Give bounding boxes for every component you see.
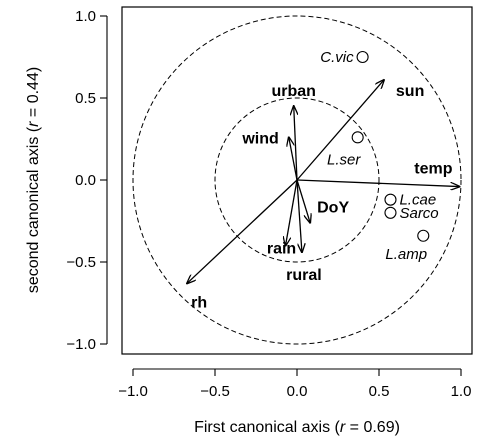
vector-arrow-rh — [187, 179, 298, 283]
species-point-l-cae — [384, 193, 397, 206]
x-tick-label: 1.0 — [451, 383, 472, 400]
x-tick-label: 0.0 — [287, 383, 308, 400]
species-point-l-amp — [417, 229, 430, 242]
y-tick-label: −1.0 — [66, 336, 96, 353]
y-axis-title-var: r — [25, 121, 42, 127]
species-point-l-ser — [351, 131, 364, 144]
vector-label-rain: rain — [267, 241, 296, 258]
vector-label-rural: rural — [286, 267, 322, 284]
x-tick-label: −0.5 — [200, 383, 230, 400]
species-label-c-vic: C.vic — [320, 49, 354, 66]
vector-arrow-rain — [286, 179, 298, 246]
vector-label-temp: temp — [414, 161, 452, 178]
vector-arrow-rural — [296, 179, 302, 252]
species-label-l-amp: L.amp — [385, 246, 427, 263]
y-tick-label: −0.5 — [66, 254, 96, 271]
x-tick-label: −1.0 — [118, 383, 148, 400]
vector-label-rh: rh — [191, 294, 207, 311]
y-tick-label: 0.5 — [75, 90, 96, 107]
x-tick-label: 0.5 — [369, 383, 390, 400]
vector-label-wind: wind — [241, 130, 278, 147]
vector-label-urban: urban — [271, 83, 315, 100]
y-axis-title: second canonical axis (r = 0.44) — [25, 67, 42, 293]
vector-arrow-temp — [296, 179, 459, 187]
y-tick-label: 0.0 — [75, 172, 96, 189]
vector-arrow-doy — [296, 179, 310, 223]
species-label-l-ser: L.ser — [327, 151, 361, 168]
vector-label-doy: DoY — [317, 200, 349, 217]
plot-frame — [121, 6, 473, 355]
vector-arrow-wind — [289, 137, 298, 181]
species-label-sarco: Sarco — [399, 205, 438, 222]
vector-arrow-sun — [296, 80, 384, 181]
species-label-l-cae: L.cae — [399, 192, 436, 209]
species-point-c-vic — [356, 50, 369, 64]
vector-arrow-urban — [294, 106, 297, 181]
vector-label-sun: sun — [396, 83, 424, 100]
reference-circle-2 — [214, 97, 380, 263]
x-axis-title-var: r — [340, 419, 346, 436]
species-point-sarco — [384, 206, 397, 219]
x-axis-title: First canonical axis (r = 0.69) — [194, 419, 400, 436]
y-tick-label: 1.0 — [75, 8, 96, 25]
reference-circle-1 — [132, 15, 462, 345]
